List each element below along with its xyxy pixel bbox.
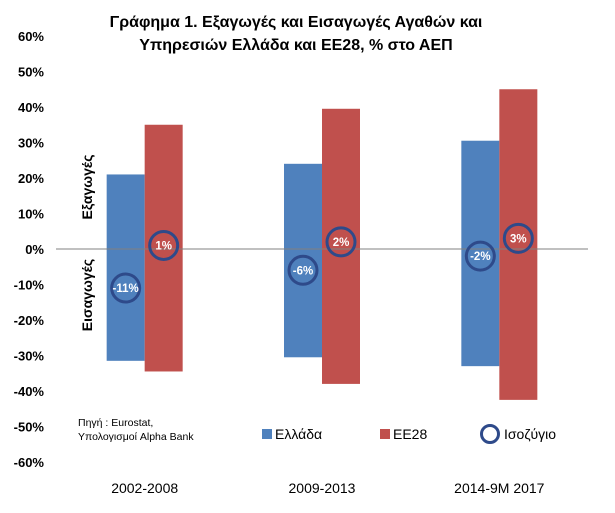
chart-title-line2: Υπηρεσιών Ελλάδα και ΕΕ28, % στο ΑΕΠ: [139, 37, 452, 54]
y-tick-label: 10%: [18, 207, 44, 222]
balance-label-greece: -6%: [293, 265, 313, 277]
balance-circle-greece: [110, 272, 142, 304]
legend-label-eu28: ΕΕ28: [393, 426, 427, 442]
bar-eu28-imports: [499, 249, 538, 400]
category-labels: 2002-2008 2009-2013 2014-9M 2017: [111, 480, 544, 496]
bar-greece-exports: [284, 163, 322, 249]
balance-circle-greece: [287, 254, 319, 286]
balance-label-eu28: 2%: [333, 237, 350, 249]
legend-label-balance: Ισοζύγιο: [504, 426, 556, 442]
bar-eu28-imports: [144, 249, 183, 372]
balance-circle-eu28: [148, 229, 180, 261]
y-tick-label: 20%: [18, 171, 44, 186]
bar-eu28-exports: [499, 89, 538, 249]
y-tick-label: -20%: [14, 313, 45, 328]
bar-eu28-exports: [322, 108, 360, 250]
bar-greece-imports: [106, 249, 145, 361]
balance-label-greece: -2%: [470, 251, 490, 263]
balance-label-greece: -11%: [113, 283, 139, 295]
legend: Ελλάδα ΕΕ28 Ισοζύγιο: [262, 424, 556, 444]
y-tick-label: -30%: [14, 349, 45, 364]
legend-label-greece: Ελλάδα: [275, 426, 322, 442]
balance-circle-eu28: [325, 226, 357, 258]
y-tick-label: -60%: [14, 455, 45, 470]
bar-greece-imports: [461, 249, 500, 367]
bar-greece-exports: [461, 140, 500, 249]
y-tick-label: -40%: [14, 384, 45, 399]
y-tick-label: 40%: [18, 100, 44, 115]
y-tick-label: 0%: [25, 242, 44, 257]
balance-markers: -11% -6% -2% 1% 2% 3%: [110, 222, 534, 304]
balance-label-eu28: 3%: [510, 233, 527, 245]
legend-swatch-greece: [262, 429, 272, 439]
category-label: 2009-2013: [289, 480, 356, 496]
y-axis: 60% 50% 40% 30% 20% 10% 0% -10% -20% -30% -40% -50%…: [14, 29, 45, 470]
legend-swatch-eu28: [380, 429, 390, 439]
y-tick-label: -50%: [14, 420, 45, 435]
chart-title-line1: Γράφημα 1. Εξαγωγές και Εισαγωγές Αγαθών…: [110, 14, 483, 31]
balance-circle-eu28: [502, 222, 534, 254]
y-tick-label: 30%: [18, 136, 44, 151]
imports-side-label: Εισαγωγές: [79, 259, 95, 331]
exports-side-label: Εξαγωγές: [79, 154, 95, 219]
legend-balance-icon: [480, 424, 500, 444]
balance-label-eu28: 1%: [155, 240, 172, 252]
source-line2: Υπολογισμοί Alpha Bank: [78, 431, 194, 443]
source-line1: Πηγή : Eurostat,: [78, 417, 153, 429]
bar-eu28-imports: [322, 249, 360, 384]
balance-circle-greece: [464, 240, 496, 272]
category-label: 2014-9M 2017: [454, 480, 545, 496]
y-tick-label: -10%: [14, 278, 45, 293]
y-tick-label: 60%: [18, 29, 44, 44]
y-tick-label: 50%: [18, 65, 44, 80]
bar-eu28-exports: [144, 124, 183, 249]
bar-greece-exports: [106, 174, 145, 249]
category-label: 2002-2008: [111, 480, 178, 496]
